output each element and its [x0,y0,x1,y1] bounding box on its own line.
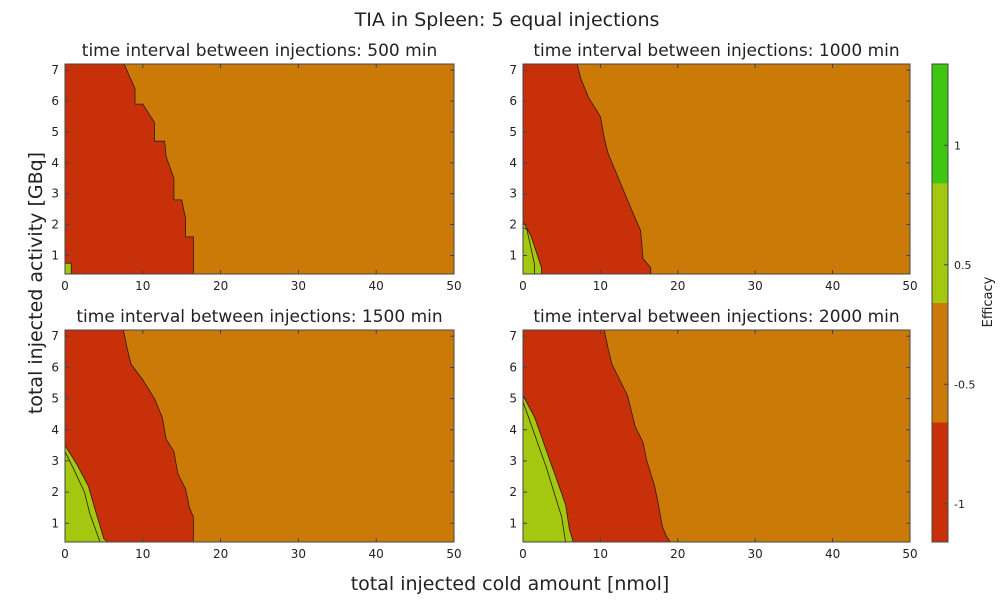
y-tick-label: 4 [509,423,517,437]
x-tick-label: 20 [213,279,228,293]
x-tick-label: 50 [902,279,917,293]
x-tick-label: 20 [213,547,228,561]
x-tick-label: 50 [446,547,461,561]
y-tick-label: 3 [509,187,517,201]
contour-line-red [603,330,671,542]
x-tick-label: 40 [825,279,840,293]
axes-frame [522,329,911,543]
region-efficacy-0.5 [65,263,72,274]
subplot-title: time interval between injections: 1500 m… [76,307,442,327]
x-tick-label: 50 [446,279,461,293]
y-tick-label: 6 [509,360,517,374]
colorbar-frame [931,63,949,543]
x-tick-label: 30 [291,279,306,293]
colorbar-segment-0.5 [932,183,948,303]
y-tick-label: 1 [509,248,517,262]
subplots: time interval between injections: 500 mi… [51,41,917,561]
region-efficacy-0.5 [523,395,574,542]
x-tick-label: 0 [61,279,69,293]
region-efficacy-0.5 [65,445,108,542]
x-tick-label: 10 [135,279,150,293]
axes-frame [64,63,455,275]
y-tick-label: 6 [51,94,59,108]
y-tick-label: 4 [509,156,517,170]
colorbar-segment-neg-1 [932,422,948,542]
y-tick-label: 1 [51,248,59,262]
y-tick-label: 5 [509,392,517,406]
subplot-4: time interval between injections: 2000 m… [509,307,917,561]
contour-line-lime [523,221,542,274]
contour-line-green [65,262,72,274]
region-efficacy-neg-1 [523,64,651,274]
x-tick-label: 30 [748,547,763,561]
x-tick-label: 30 [291,547,306,561]
x-tick-label: 10 [593,279,608,293]
y-tick-label: 2 [51,218,59,232]
y-tick-label: 1 [509,516,517,530]
region-efficacy-neg-1 [65,64,194,274]
subplot-title: time interval between injections: 1000 m… [533,41,899,61]
colorbar-label: Efficacy [981,276,996,327]
y-tick-label: 3 [51,187,59,201]
figure-suptitle: TIA in Spleen: 5 equal injections [354,9,660,31]
colorbar: 1 0.5 -0.5 -1 [931,63,975,543]
subplot-title: time interval between injections: 2000 m… [533,307,899,327]
x-tick-label: 10 [593,547,608,561]
y-tick-label: 3 [509,454,517,468]
x-tick-label: 20 [670,279,685,293]
y-tick-label: 6 [51,360,59,374]
y-tick-label: 7 [51,329,59,343]
contour-line-red [122,330,194,542]
axes-frame [522,63,911,275]
x-tick-label: 50 [902,547,917,561]
subplot-3: time interval between injections: 1500 m… [51,307,461,561]
colorbar-segment-1 [932,64,948,184]
y-tick-label: 2 [51,485,59,499]
figure-ylabel: total injected activity [GBq] [25,152,47,414]
y-tick-label: 7 [51,63,59,77]
figure-xlabel: total injected cold amount [nmol] [351,573,670,595]
y-tick-label: 2 [509,218,517,232]
contour-line-red [123,64,194,274]
y-tick-label: 7 [509,63,517,77]
contour-line-red [576,64,652,274]
y-tick-label: 5 [51,125,59,139]
axes-frame [64,329,455,543]
x-tick-label: 20 [670,547,685,561]
x-tick-label: 10 [135,547,150,561]
x-tick-label: 0 [61,547,69,561]
contour-line-green [523,227,536,274]
contour-line-green [523,401,566,542]
colorbar-segment-neg-0.5 [932,303,948,423]
y-tick-label: 4 [51,156,59,170]
colorbar-tick-label: -1 [954,498,965,511]
subplot-title: time interval between injections: 500 mi… [82,41,437,61]
y-tick-label: 3 [51,454,59,468]
region-efficacy-neg-1 [65,330,194,542]
x-tick-label: 30 [748,279,763,293]
subplot-2: time interval between injections: 1000 m… [509,41,917,293]
contour-line-green [65,451,101,542]
x-tick-label: 40 [825,547,840,561]
x-tick-label: 40 [369,279,384,293]
colorbar-tick-label: 1 [954,139,961,152]
x-tick-label: 0 [519,279,527,293]
colorbar-tick-label: 0.5 [954,259,972,272]
x-tick-label: 40 [369,547,384,561]
subplot-1: time interval between injections: 500 mi… [51,41,461,293]
y-tick-label: 5 [51,392,59,406]
y-tick-label: 7 [509,329,517,343]
y-tick-label: 4 [51,423,59,437]
contour-line-lime [65,445,109,542]
y-tick-label: 6 [509,94,517,108]
y-tick-label: 2 [509,485,517,499]
contour-line-lime [523,395,574,542]
colorbar-tick-label: -0.5 [954,378,975,391]
y-tick-label: 1 [51,516,59,530]
y-tick-label: 5 [509,125,517,139]
x-tick-label: 0 [519,547,527,561]
